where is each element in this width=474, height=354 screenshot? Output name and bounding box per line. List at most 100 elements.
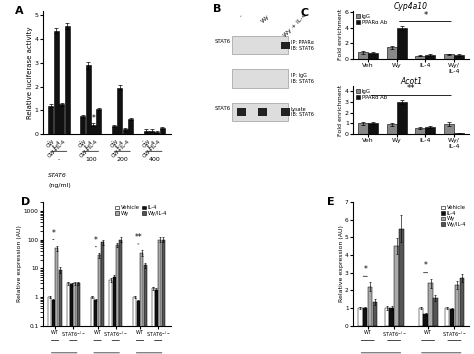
Bar — [390, 308, 394, 326]
Text: *: * — [91, 114, 95, 123]
Bar — [387, 47, 397, 59]
Text: 100: 100 — [85, 157, 97, 162]
Y-axis label: Fold enrichment: Fold enrichment — [338, 84, 343, 136]
Bar — [237, 108, 246, 116]
Bar — [80, 116, 85, 134]
Bar — [158, 240, 162, 354]
Bar — [149, 131, 154, 134]
Bar — [86, 65, 91, 134]
Bar — [445, 308, 449, 326]
Legend: IgG, PPARα Ab: IgG, PPARα Ab — [356, 13, 388, 25]
Text: D: D — [21, 197, 30, 207]
Bar — [397, 28, 407, 59]
Text: STAT6: STAT6 — [215, 106, 231, 111]
Bar — [128, 119, 133, 134]
Text: A: A — [15, 6, 23, 16]
Bar — [101, 242, 104, 354]
Title: Acot1: Acot1 — [400, 76, 422, 86]
Bar — [48, 105, 54, 134]
Y-axis label: Relative expression (AU): Relative expression (AU) — [17, 225, 22, 302]
Text: **: ** — [407, 85, 415, 93]
Bar — [64, 26, 70, 134]
Bar — [368, 53, 378, 59]
Bar — [112, 126, 117, 134]
Bar — [368, 124, 378, 134]
Legend: Vehicle, Wy, IL-4, Wy/IL-4: Vehicle, Wy, IL-4, Wy/IL-4 — [115, 205, 168, 216]
Bar — [423, 314, 428, 326]
Bar — [444, 55, 454, 59]
Text: Wy: Wy — [260, 13, 271, 23]
Bar — [358, 52, 368, 59]
Text: -: - — [239, 13, 244, 18]
Bar — [281, 108, 290, 116]
Text: *: * — [424, 261, 428, 270]
Bar — [94, 300, 97, 354]
Bar — [91, 297, 94, 354]
Text: *: * — [364, 264, 367, 274]
Text: *: * — [94, 236, 98, 245]
Text: Lysate
IB: STAT6: Lysate IB: STAT6 — [291, 107, 313, 117]
Bar — [116, 245, 119, 354]
Bar — [155, 132, 159, 134]
Bar — [231, 36, 288, 55]
Bar — [399, 229, 404, 326]
Bar — [52, 300, 55, 354]
Y-axis label: Relative expression (AU): Relative expression (AU) — [338, 225, 344, 302]
Text: Wy + IL-4: Wy + IL-4 — [283, 13, 308, 38]
Legend: IgG, PPARα Ab: IgG, PPARα Ab — [356, 88, 388, 100]
Text: STAT6: STAT6 — [215, 39, 231, 44]
Bar — [109, 280, 112, 354]
Bar — [73, 283, 76, 354]
Bar — [373, 302, 377, 326]
Bar — [358, 308, 363, 326]
Bar — [98, 255, 101, 354]
Bar — [59, 269, 62, 354]
Bar — [231, 69, 288, 88]
Bar — [368, 287, 373, 326]
Bar — [118, 88, 122, 134]
Bar — [112, 277, 116, 354]
Bar — [67, 283, 70, 354]
Bar — [415, 56, 425, 59]
Bar — [419, 308, 423, 326]
Text: -: - — [58, 157, 60, 162]
Bar — [384, 308, 389, 326]
Bar — [140, 253, 143, 354]
Text: IP: IgG
IB: STAT6: IP: IgG IB: STAT6 — [291, 73, 313, 84]
Bar — [415, 128, 425, 134]
Bar — [123, 130, 128, 134]
Bar — [162, 240, 165, 354]
Text: E: E — [328, 197, 335, 207]
Text: *: * — [52, 229, 55, 238]
Bar — [460, 278, 464, 326]
Text: (ng/ml): (ng/ml) — [48, 183, 71, 188]
Bar — [96, 109, 101, 134]
Bar — [358, 124, 368, 134]
Bar — [119, 240, 122, 354]
Bar — [59, 104, 64, 134]
Bar — [133, 297, 137, 354]
Bar — [387, 125, 397, 134]
Bar — [155, 290, 158, 354]
Text: IP: PPARα
IB: STAT6: IP: PPARα IB: STAT6 — [291, 40, 313, 51]
Bar — [137, 301, 140, 354]
Text: *: * — [423, 11, 428, 19]
Bar — [455, 285, 459, 326]
Y-axis label: Fold enrichment: Fold enrichment — [338, 9, 343, 61]
Text: B: B — [213, 5, 221, 15]
Bar — [55, 248, 58, 354]
Bar — [160, 128, 165, 134]
Text: 200: 200 — [117, 157, 128, 162]
Bar — [48, 297, 52, 354]
Bar — [258, 108, 267, 116]
Bar — [454, 133, 464, 134]
Bar — [70, 284, 73, 354]
Bar — [425, 55, 436, 59]
Legend: Vehicle, IL-4, Wy, Wy/IL-4: Vehicle, IL-4, Wy, Wy/IL-4 — [440, 205, 466, 227]
Bar — [77, 283, 80, 354]
Text: C: C — [301, 8, 309, 18]
Bar — [394, 246, 399, 326]
Bar — [281, 41, 290, 49]
Bar — [450, 309, 454, 326]
Bar — [54, 31, 59, 134]
